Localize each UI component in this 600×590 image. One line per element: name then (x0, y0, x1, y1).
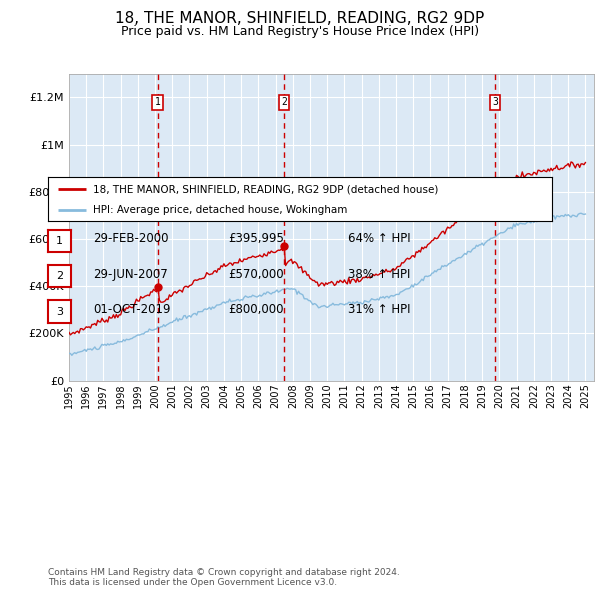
Text: 18, THE MANOR, SHINFIELD, READING, RG2 9DP (detached house): 18, THE MANOR, SHINFIELD, READING, RG2 9… (94, 185, 439, 194)
Text: 31% ↑ HPI: 31% ↑ HPI (348, 303, 410, 316)
Text: 1: 1 (155, 97, 161, 107)
Text: £395,995: £395,995 (228, 232, 284, 245)
Text: 01-OCT-2019: 01-OCT-2019 (93, 303, 170, 316)
Text: 3: 3 (56, 307, 63, 316)
Text: 38% ↑ HPI: 38% ↑ HPI (348, 268, 410, 281)
Text: HPI: Average price, detached house, Wokingham: HPI: Average price, detached house, Woki… (94, 205, 348, 215)
Text: Price paid vs. HM Land Registry's House Price Index (HPI): Price paid vs. HM Land Registry's House … (121, 25, 479, 38)
Text: £800,000: £800,000 (228, 303, 284, 316)
Text: £570,000: £570,000 (228, 268, 284, 281)
Text: 2: 2 (281, 97, 287, 107)
Text: 3: 3 (492, 97, 498, 107)
Text: 29-FEB-2000: 29-FEB-2000 (93, 232, 169, 245)
Text: 1: 1 (56, 236, 63, 245)
Text: 64% ↑ HPI: 64% ↑ HPI (348, 232, 410, 245)
Text: 18, THE MANOR, SHINFIELD, READING, RG2 9DP: 18, THE MANOR, SHINFIELD, READING, RG2 9… (115, 11, 485, 25)
Text: 29-JUN-2007: 29-JUN-2007 (93, 268, 168, 281)
Text: Contains HM Land Registry data © Crown copyright and database right 2024.
This d: Contains HM Land Registry data © Crown c… (48, 568, 400, 587)
Text: 2: 2 (56, 271, 63, 281)
